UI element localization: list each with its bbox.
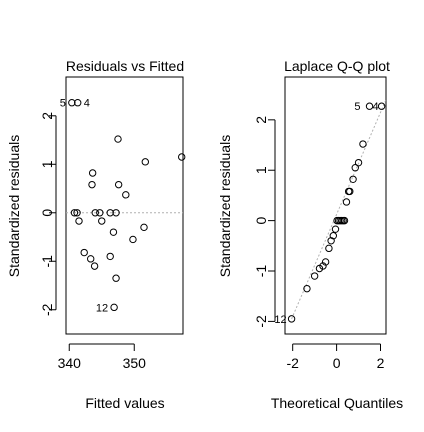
y-axis-label: Standardized residuals <box>6 135 22 277</box>
data-point <box>287 315 296 323</box>
data-point <box>90 262 99 270</box>
data-point <box>106 209 114 217</box>
data-point <box>122 191 130 199</box>
data-point <box>354 158 363 167</box>
data-point <box>74 99 82 107</box>
data-point <box>68 99 76 107</box>
point-label: 12 <box>96 302 108 314</box>
data-point <box>96 209 104 217</box>
data-point <box>88 180 96 189</box>
data-point <box>109 228 118 236</box>
data-point <box>310 272 319 280</box>
data-point <box>178 153 186 161</box>
laplace-qq-panel: Laplace Q-Q plot -2 0 2 Theoretical Quantile… <box>217 58 403 411</box>
data-point <box>329 232 338 240</box>
data-point <box>351 164 359 172</box>
data-point <box>325 244 333 253</box>
data-point <box>87 255 95 263</box>
x-tick-label: -2 <box>286 355 299 371</box>
data-point <box>377 102 386 110</box>
data-point <box>91 209 99 217</box>
y-tick-label: -1 <box>253 265 269 278</box>
x-tick-label: 340 <box>58 355 82 371</box>
point-label: 5 <box>60 98 66 110</box>
x-axis-label: Theoretical Quantiles <box>271 395 403 411</box>
data-point <box>114 135 122 143</box>
point-label: 4 <box>84 98 90 110</box>
data-point <box>106 252 114 261</box>
point-label: 12 <box>274 314 286 326</box>
x-tick-label: 2 <box>377 355 385 371</box>
chart-title: Laplace Q-Q plot <box>284 58 390 74</box>
chart-title: Residuals vs Fitted <box>66 58 184 74</box>
y-tick-label: 2 <box>253 116 269 124</box>
data-point <box>114 180 123 189</box>
data-point <box>110 303 118 312</box>
data-point <box>140 223 148 232</box>
data-point <box>346 187 354 196</box>
y-tick-label: 2 <box>39 112 55 120</box>
data-point <box>112 209 120 217</box>
data-point <box>75 217 83 225</box>
point-label: 4 <box>372 101 378 113</box>
x-axis-label: Fitted values <box>85 395 164 411</box>
y-tick-label: -2 <box>39 303 55 316</box>
y-tick-label: 0 <box>253 217 269 225</box>
data-point <box>129 235 137 244</box>
data-point <box>112 274 120 282</box>
x-tick-label: 0 <box>333 355 341 371</box>
data-point <box>340 216 349 225</box>
point-label: 5 <box>354 101 360 113</box>
x-tick-label: 350 <box>123 355 147 371</box>
data-point <box>141 158 150 166</box>
y-tick-label: -1 <box>39 255 55 268</box>
data-point <box>98 217 106 225</box>
y-tick-label: -2 <box>253 315 269 328</box>
data-point <box>88 169 97 177</box>
data-point <box>321 258 330 266</box>
y-tick-label: 1 <box>39 160 55 168</box>
y-tick-label: 0 <box>39 209 55 217</box>
plot-frame <box>284 76 387 335</box>
residuals-vs-fitted-panel: Residuals vs Fitted 340 350 Fitted values -2… <box>6 58 186 411</box>
data-point <box>331 225 340 233</box>
data-point <box>349 175 357 183</box>
data-point <box>70 209 79 217</box>
data-point <box>80 248 88 257</box>
data-point <box>303 284 311 293</box>
y-tick-label: 1 <box>253 166 269 174</box>
data-point <box>359 140 367 148</box>
plot-frame <box>65 76 184 335</box>
data-point <box>365 102 374 110</box>
data-point <box>342 198 351 206</box>
y-axis-label: Standardized residuals <box>217 135 233 277</box>
data-point <box>73 209 81 217</box>
